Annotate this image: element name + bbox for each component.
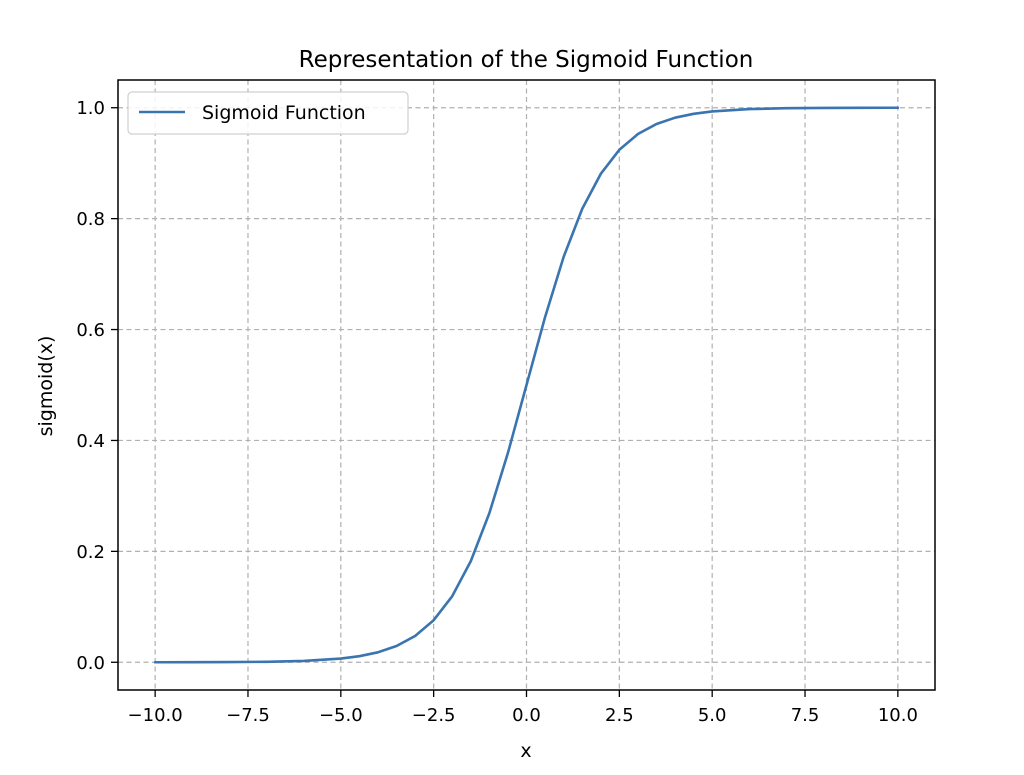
- chart-title: Representation of the Sigmoid Function: [299, 47, 754, 73]
- series-layer: [153, 106, 900, 664]
- y-axis-title: sigmoid(x): [35, 336, 57, 437]
- y-axis-ticks: 0.0 0.2 0.4 0.6 0.8 1.0: [76, 98, 118, 674]
- y-tick-label: 1.0: [76, 98, 105, 119]
- x-tick-label: −7.5: [226, 705, 270, 726]
- x-axis-title: x: [520, 740, 531, 762]
- legend: Sigmoid Function: [127, 91, 409, 135]
- x-axis-ticks: −10.0 −7.5 −5.0 −2.5 0.0 2.5 5.0 7.5 10.0: [128, 690, 918, 726]
- x-tick-label: −2.5: [412, 705, 456, 726]
- y-tick-label: 0.8: [76, 209, 105, 230]
- y-tick-label: 0.0: [76, 653, 105, 674]
- y-tick-label: 0.2: [76, 542, 105, 563]
- x-tick-label: 7.5: [791, 705, 820, 726]
- x-tick-label: 10.0: [878, 705, 918, 726]
- legend-box: [127, 91, 409, 135]
- x-tick-label: 0.0: [512, 705, 541, 726]
- series-line-sigmoid: [153, 106, 900, 664]
- y-tick-label: 0.4: [76, 431, 105, 452]
- x-tick-label: 5.0: [698, 705, 727, 726]
- x-tick-label: −10.0: [128, 705, 183, 726]
- x-tick-label: 2.5: [605, 705, 634, 726]
- x-tick-label: −5.0: [319, 705, 363, 726]
- legend-label-sigmoid: Sigmoid Function: [202, 102, 366, 124]
- y-tick-label: 0.6: [76, 320, 105, 341]
